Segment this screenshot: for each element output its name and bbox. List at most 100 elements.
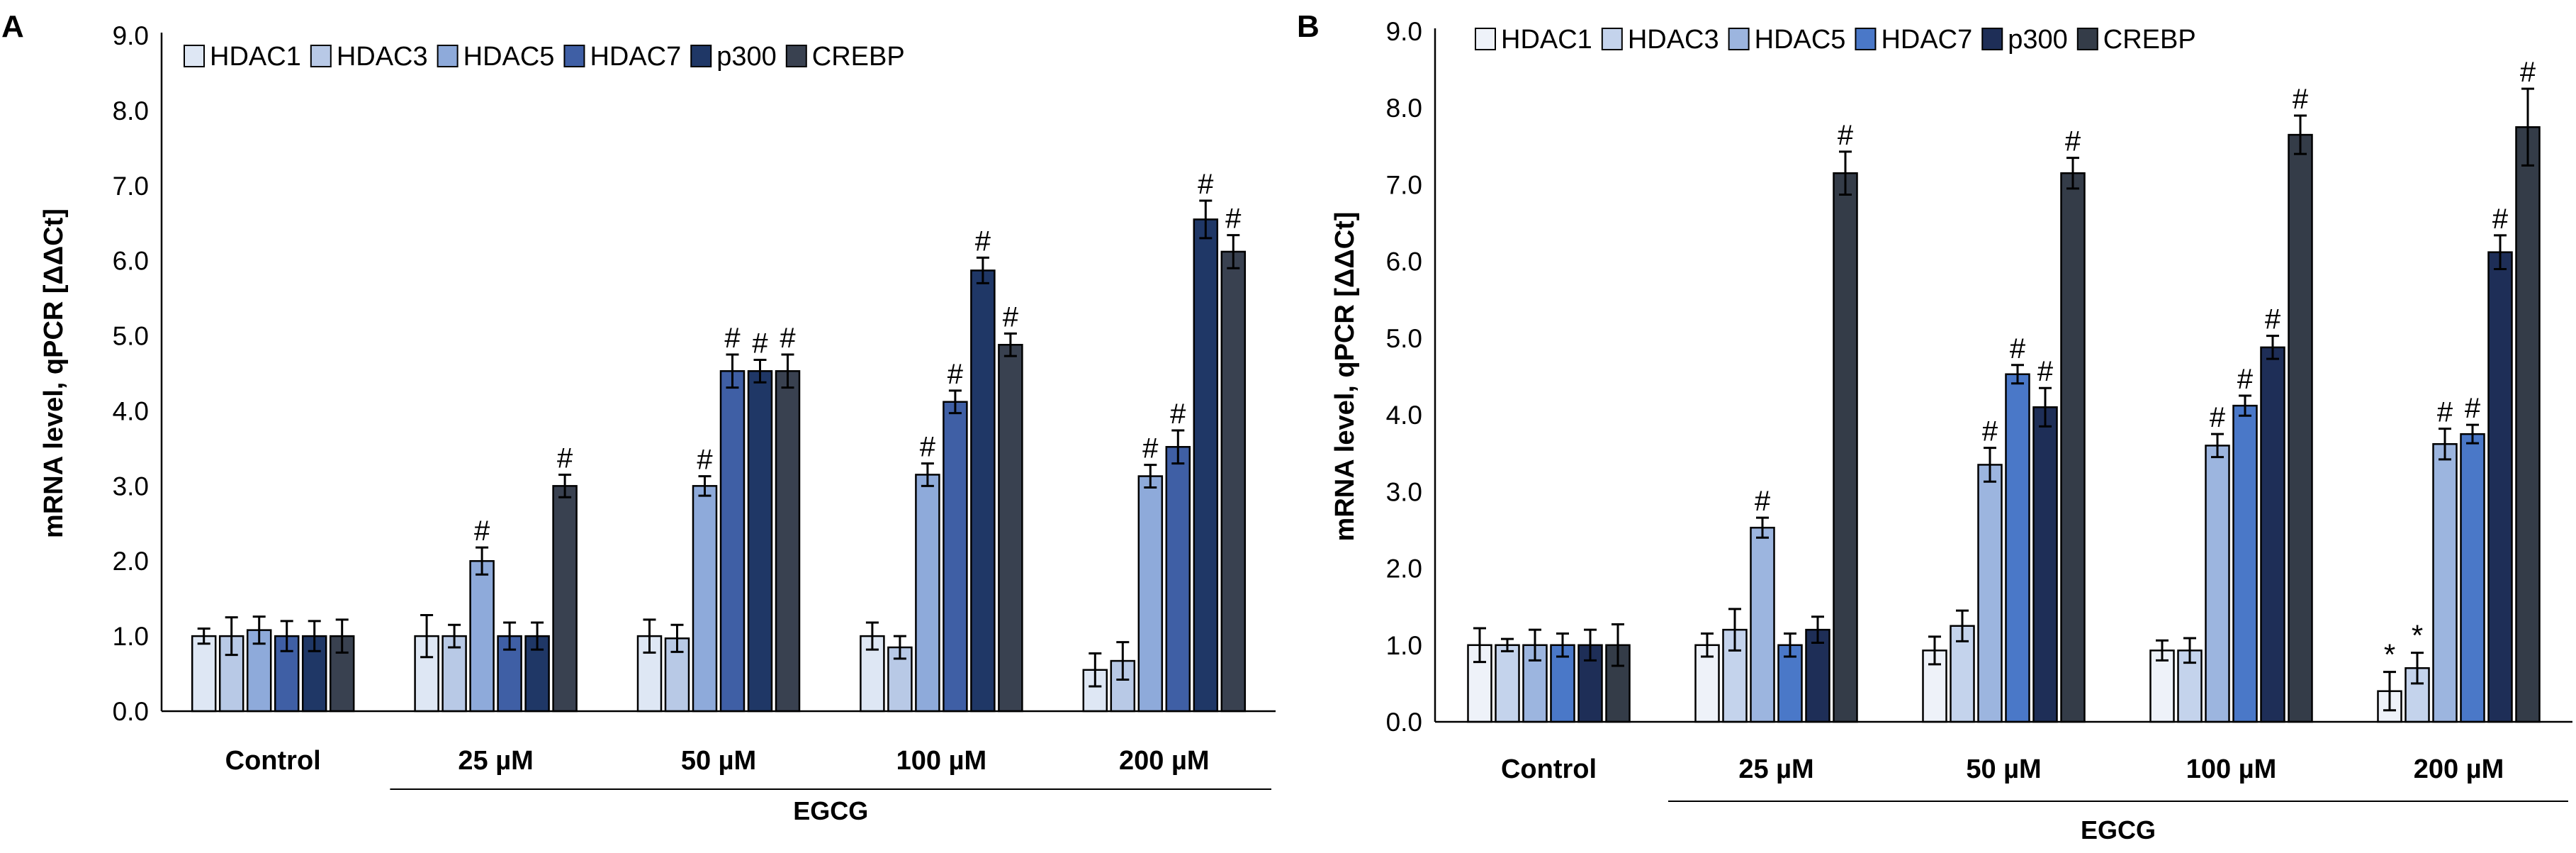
legend-swatch xyxy=(563,45,585,67)
y-tick-label: 9.0 xyxy=(1386,17,1422,46)
legend-swatch xyxy=(1475,28,1496,50)
bar xyxy=(1495,644,1520,723)
panel-label: B xyxy=(1297,9,1320,44)
significance-mark: # xyxy=(2237,364,2254,395)
bar xyxy=(2232,404,2258,723)
legend-label: HDAC1 xyxy=(1501,25,1592,55)
bar xyxy=(1193,218,1219,713)
bar xyxy=(191,635,217,713)
bar xyxy=(1750,526,1775,723)
group-label: EGCG xyxy=(793,796,868,825)
bar xyxy=(1777,644,1803,723)
legend-label: HDAC7 xyxy=(1881,25,1972,55)
bar xyxy=(2260,346,2285,723)
significance-mark: # xyxy=(947,359,964,390)
group-label: EGCG xyxy=(2081,815,2156,844)
y-tick-label: 5.0 xyxy=(113,322,149,351)
y-tick-label: 6.0 xyxy=(1386,247,1422,277)
legend-swatch xyxy=(1855,28,1877,50)
significance-mark: # xyxy=(697,445,713,476)
bar xyxy=(2460,433,2485,723)
bar xyxy=(1220,250,1247,713)
significance-mark: # xyxy=(2210,402,2226,433)
bar xyxy=(1165,446,1191,713)
bar xyxy=(1467,644,1492,723)
bar xyxy=(2060,172,2086,723)
significance-mark: # xyxy=(557,442,573,474)
y-tick-label: 7.0 xyxy=(113,172,149,201)
y-tick-label: 9.0 xyxy=(113,21,149,50)
y-tick-label: 8.0 xyxy=(113,96,149,126)
y-axis-title: mRNA level, qPCR [ΔΔCt] xyxy=(1330,212,1360,542)
bar xyxy=(970,269,996,713)
panel-label: A xyxy=(1,9,24,44)
significance-mark: # xyxy=(2465,393,2481,424)
significance-mark: # xyxy=(724,323,741,354)
y-tick-label: 3.0 xyxy=(113,472,149,501)
legend-swatch xyxy=(1601,28,1623,50)
bar xyxy=(552,485,578,713)
y-tick-label: 2.0 xyxy=(113,547,149,576)
significance-mark: * xyxy=(2412,619,2423,652)
significance-mark: # xyxy=(2265,304,2281,335)
significance-mark: # xyxy=(474,515,490,547)
legend-label: CREBP xyxy=(812,42,905,72)
bar xyxy=(692,485,718,713)
legend-swatch xyxy=(2076,28,2098,50)
y-tick-label: 8.0 xyxy=(1386,94,1422,123)
y-tick-label: 7.0 xyxy=(1386,170,1422,199)
significance-mark: # xyxy=(1198,169,1214,200)
significance-mark: # xyxy=(2492,204,2509,235)
y-tick-label: 1.0 xyxy=(113,622,149,651)
y-tick-label: 0.0 xyxy=(1386,708,1422,737)
y-tick-label: 0.0 xyxy=(113,697,149,726)
bar xyxy=(2432,442,2458,723)
x-category-label: Control xyxy=(225,746,321,776)
x-category-label: 100 µM xyxy=(896,746,987,776)
bar xyxy=(998,344,1023,713)
significance-mark: # xyxy=(1755,486,1771,517)
significance-mark: # xyxy=(1003,301,1019,333)
legend-swatch xyxy=(785,45,807,67)
x-category-label: 50 µM xyxy=(1966,754,2041,784)
y-tick-label: 2.0 xyxy=(1386,554,1422,584)
significance-mark: * xyxy=(2384,638,2395,671)
bar xyxy=(943,401,968,713)
y-tick-label: 6.0 xyxy=(113,247,149,276)
x-category-label: 50 µM xyxy=(681,746,756,776)
significance-mark: # xyxy=(2065,126,2081,157)
legend-swatch xyxy=(184,45,205,67)
significance-mark: # xyxy=(920,432,936,463)
x-category-label: 25 µM xyxy=(1738,754,1813,784)
bar xyxy=(2205,445,2230,723)
y-tick-label: 3.0 xyxy=(1386,477,1422,506)
legend-label: HDAC5 xyxy=(463,42,555,72)
x-category-label: 100 µM xyxy=(2186,754,2277,784)
significance-mark: # xyxy=(1170,398,1186,430)
bar xyxy=(719,370,746,713)
bar xyxy=(469,559,495,713)
significance-mark: # xyxy=(780,323,796,354)
x-category-label: 25 µM xyxy=(458,746,533,776)
legend-swatch xyxy=(1728,28,1750,50)
x-category-label: 200 µM xyxy=(1119,746,1210,776)
bar xyxy=(1977,464,2003,723)
significance-mark: # xyxy=(2437,397,2453,428)
legend-label: HDAC3 xyxy=(1628,25,1719,55)
bar xyxy=(2288,133,2313,723)
significance-mark: # xyxy=(2010,333,2026,364)
legend-label: CREBP xyxy=(2103,25,2196,55)
significance-mark: # xyxy=(752,328,768,359)
bar xyxy=(2377,690,2402,723)
legend-swatch xyxy=(437,45,459,67)
bar xyxy=(2032,406,2058,723)
bar xyxy=(2487,251,2513,723)
legend-label: HDAC1 xyxy=(210,42,301,72)
y-tick-label: 1.0 xyxy=(1386,631,1422,660)
significance-mark: # xyxy=(975,225,991,257)
y-axis-title: mRNA level, qPCR [ΔΔCt] xyxy=(39,208,69,538)
significance-mark: # xyxy=(1225,204,1242,235)
bar xyxy=(2005,373,2030,723)
